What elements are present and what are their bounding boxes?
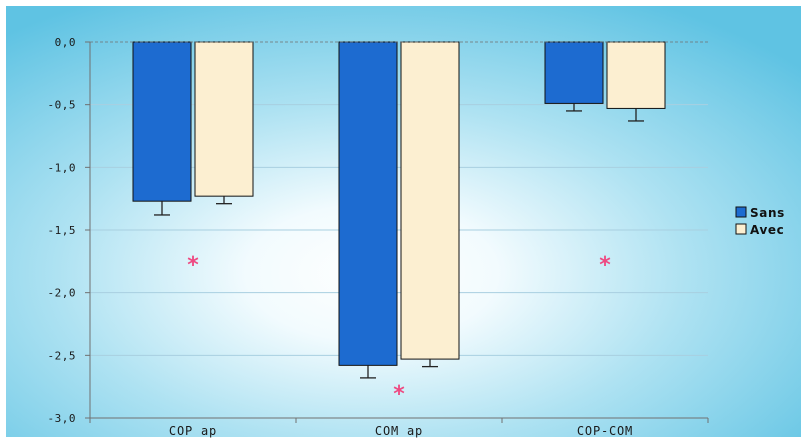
y-tick-label: 0,0 <box>55 36 76 49</box>
bar-sans-0 <box>132 41 192 202</box>
significance-marker: * <box>187 253 199 278</box>
significance-markers: * * * <box>187 253 611 407</box>
legend-label-sans: Sans <box>750 206 785 220</box>
y-axis-ticks: 0,0 -0,5 -1,0 -1,5 -2,0 -2,5 -3,0 <box>48 36 90 425</box>
bar-sans-1 <box>338 41 398 366</box>
x-category-label: COM ap <box>375 424 423 438</box>
y-tick-label: -3,0 <box>48 412 77 425</box>
bars <box>132 41 666 366</box>
bar-sans-2 <box>544 41 604 104</box>
y-tick-label: -1,0 <box>48 161 77 174</box>
bar-avec-0 <box>194 41 254 197</box>
axes <box>89 41 709 423</box>
legend-swatch-sans <box>735 206 747 218</box>
legend-label-avec: Avec <box>750 223 784 237</box>
x-category-label: COP-COM <box>577 424 633 438</box>
legend: Sans Avec <box>735 206 785 237</box>
x-axis-category-labels: COP ap COM ap COP-COM <box>169 424 633 438</box>
significance-marker: * <box>599 253 611 278</box>
gridlines <box>90 104 708 356</box>
y-tick-label: -2,5 <box>48 349 77 362</box>
y-tick-label: -0,5 <box>48 99 77 112</box>
legend-swatch-avec <box>735 223 747 235</box>
error-bars <box>154 103 644 379</box>
x-category-label: COP ap <box>169 424 217 438</box>
y-tick-label: -2,0 <box>48 287 77 300</box>
bar-avec-1 <box>400 41 460 360</box>
significance-marker: * <box>393 382 405 407</box>
y-tick-label: -1,5 <box>48 224 77 237</box>
bar-avec-2 <box>606 41 666 109</box>
